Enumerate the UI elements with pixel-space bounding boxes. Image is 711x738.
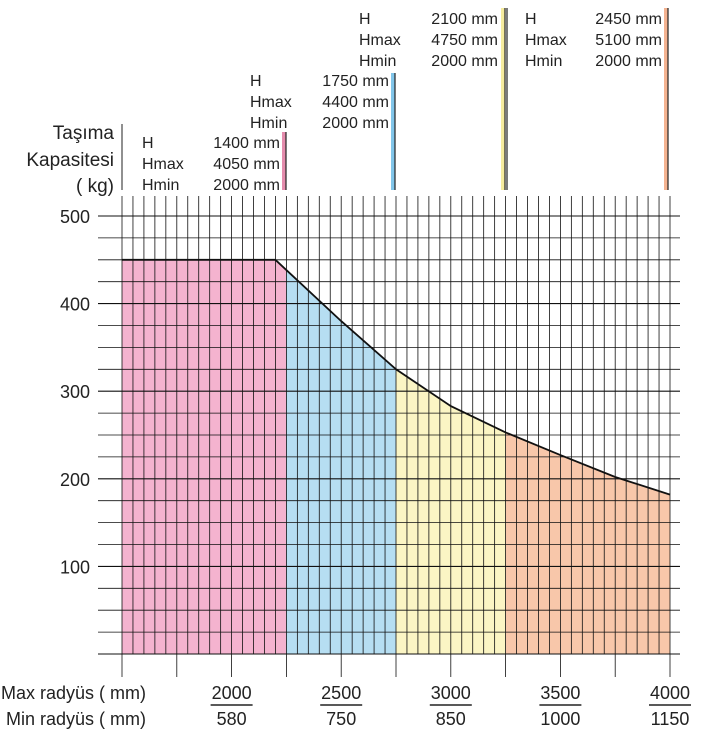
spec-key: Hmin [525, 53, 562, 70]
spec-marker-band [391, 73, 395, 190]
spec-key: H [250, 73, 262, 90]
height-spec-1: H 1400 mm Hmax 4050 mm Hmin 2000 mm [142, 132, 287, 194]
spec-value: 2000 mm [213, 177, 280, 194]
spec-value: 5100 mm [595, 32, 662, 49]
spec-key: Hmax [359, 32, 401, 49]
spec-value: 4750 mm [431, 32, 498, 49]
y-tick-label: 100 [60, 557, 90, 577]
spec-value: 1400 mm [213, 135, 280, 152]
capacity-curve-layer [122, 258, 671, 496]
spec-value: 1750 mm [322, 73, 389, 90]
y-tick-label: 200 [60, 470, 90, 490]
capacity-zone-4 [505, 432, 670, 654]
height-spec-4: H 2450 mm Hmax 5100 mm Hmin 2000 mm [506, 8, 669, 190]
spec-key: Hmax [525, 32, 567, 49]
spec-key: Hmax [142, 156, 184, 173]
x-tick-min-label: 1000 [540, 709, 580, 729]
chart-axes: 100 200 300 400 500 2000 580 2500 750 3000 850 3500… [60, 207, 691, 729]
x-axis-title-min: Min radyüs ( mm) [6, 709, 146, 729]
spec-marker-band [501, 8, 505, 190]
chart-grid [98, 196, 680, 677]
spec-value: 2100 mm [431, 11, 498, 28]
spec-key: H [525, 11, 537, 28]
spec-key: Hmin [142, 177, 179, 194]
height-spec-2: H 1750 mm Hmax 4400 mm Hmin 2000 mm [250, 73, 396, 190]
spec-key: Hmin [359, 53, 396, 70]
spec-key: Hmin [250, 115, 287, 132]
spec-value: 4050 mm [213, 156, 280, 173]
x-tick-max-label: 4000 [650, 683, 690, 703]
height-spec-3: H 2100 mm Hmax 4750 mm Hmin 2000 mm [359, 8, 506, 190]
x-tick-max-label: 3500 [540, 683, 580, 703]
spec-value: 2450 mm [595, 11, 662, 28]
spec-key: H [142, 135, 154, 152]
spec-value: 4400 mm [322, 94, 389, 111]
spec-key: Hmax [250, 94, 292, 111]
capacity-zones [122, 259, 670, 654]
y-axis-title-line: Taşıma [53, 123, 115, 144]
spec-marker-band [282, 132, 286, 190]
spec-marker-band [664, 8, 668, 190]
y-tick-label: 300 [60, 382, 90, 402]
axis-labels: Taşıma Kapasitesi ( kg) Max radyüs ( mm) Min… [1, 123, 146, 729]
y-axis-title-line: Kapasitesi [26, 150, 114, 171]
spec-value: 2000 mm [595, 53, 662, 70]
x-tick-min-label: 750 [326, 709, 356, 729]
capacity-curve [122, 258, 671, 496]
spec-value: 2000 mm [322, 115, 389, 132]
spec-key: H [359, 11, 371, 28]
x-tick-min-label: 1150 [651, 709, 690, 729]
x-tick-max-label: 2000 [212, 683, 252, 703]
height-spec-labels: H 1400 mm Hmax 4050 mm Hmin 2000 mm H 1750 mm Hm… [142, 8, 669, 194]
x-axis-title-max: Max radyüs ( mm) [1, 683, 146, 703]
y-axis-title-line: ( kg) [76, 176, 114, 197]
y-tick-label: 400 [60, 295, 90, 315]
x-tick-min-label: 850 [436, 709, 466, 729]
x-tick-max-label: 2500 [321, 683, 361, 703]
x-tick-max-label: 3000 [431, 683, 471, 703]
x-tick-min-label: 580 [217, 709, 247, 729]
spec-value: 2000 mm [431, 53, 498, 70]
y-tick-label: 500 [60, 207, 90, 227]
